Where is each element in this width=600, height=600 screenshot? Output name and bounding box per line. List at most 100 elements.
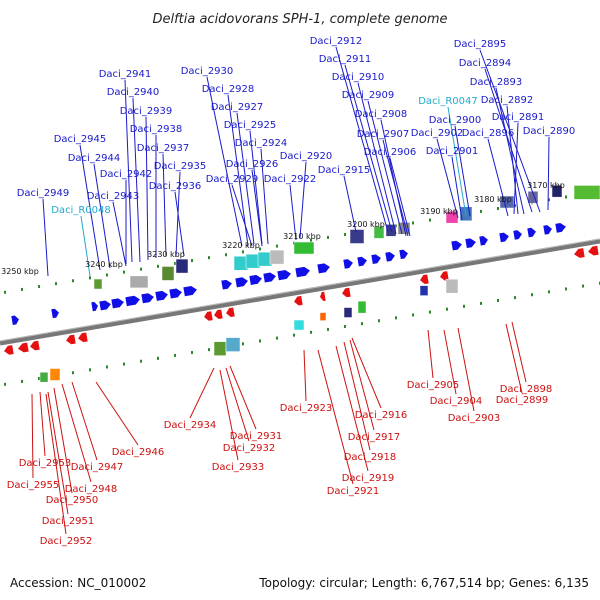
annotation-block — [527, 190, 539, 204]
forward-gene — [357, 256, 367, 267]
gene-label-bottom: Daci_2918 — [344, 452, 397, 463]
leader-line — [249, 130, 263, 245]
leader-line — [219, 369, 239, 461]
annotation-block — [49, 368, 61, 381]
tick-mark — [463, 304, 465, 308]
scale-label: 3240 kbp — [85, 260, 123, 269]
tick-mark — [242, 342, 244, 346]
forward-gene — [499, 232, 509, 243]
leader-line — [380, 119, 407, 237]
label-leaders — [31, 46, 550, 535]
forward-gene — [277, 270, 291, 281]
annotation-block — [39, 371, 49, 383]
gene-label-top: Daci_2891 — [492, 112, 545, 123]
tick-mark — [565, 195, 567, 199]
tick-mark — [4, 382, 6, 386]
annotation-block — [129, 275, 149, 289]
annotation-block — [349, 229, 365, 244]
forward-gene — [465, 238, 476, 249]
reverse-gene — [78, 332, 88, 343]
tick-mark — [157, 264, 159, 268]
gene-label-top: Daci_2910 — [332, 72, 385, 83]
forward-gene — [263, 272, 276, 283]
leader-line — [42, 198, 49, 277]
annotation-block — [225, 337, 241, 352]
reverse-gene — [440, 271, 449, 281]
gene-label-top: Daci_2890 — [523, 126, 576, 137]
tick-mark — [378, 319, 380, 323]
leader-line — [487, 138, 509, 217]
leader-line — [289, 184, 297, 241]
tick-mark — [514, 204, 516, 208]
tick-mark — [361, 322, 363, 326]
forward-gene — [11, 315, 19, 325]
annotation-block — [293, 319, 305, 331]
gene-label-top: Daci_2944 — [68, 153, 121, 164]
gene-label-top: Daci_2939 — [120, 106, 173, 117]
tick-mark — [242, 250, 244, 254]
forward-gene — [91, 301, 98, 312]
forward-gene — [527, 227, 536, 238]
leader-line — [357, 82, 397, 235]
genome-summary: Topology: circular; Length: 6,767,514 bp… — [258, 576, 589, 590]
tick-mark — [446, 307, 448, 311]
gene-label-top: Daci_R0048 — [51, 205, 111, 216]
leader-line — [351, 337, 382, 409]
leader-line — [145, 116, 149, 261]
leader-line — [335, 345, 369, 472]
gene-label-top: Daci_2907 — [357, 129, 410, 140]
gene-label-bottom: Daci_2919 — [342, 473, 395, 484]
forward-gene — [51, 308, 59, 319]
scale-label: 3220 kbp — [222, 241, 260, 250]
reverse-gene — [30, 340, 40, 351]
gene-label-top: Daci_2949 — [17, 188, 70, 199]
gene-label-bottom: Daci_2917 — [348, 432, 401, 443]
annotation-block — [343, 307, 353, 318]
leader-line — [225, 367, 250, 442]
gene-label-bottom: Daci_2932 — [223, 443, 276, 454]
gene-label-bottom: Daci_2953 — [19, 458, 72, 469]
gene-label-bottom: Daci_2898 — [500, 384, 553, 395]
leader-line — [511, 321, 527, 383]
forward-gene — [183, 286, 197, 297]
leader-line — [443, 329, 457, 395]
leader-line — [303, 349, 307, 402]
leader-line — [71, 381, 98, 461]
tick-mark — [123, 270, 125, 274]
tick-mark — [565, 287, 567, 291]
gene-label-top: Daci_2943 — [87, 191, 140, 202]
gene-label-top: Daci_2941 — [99, 69, 152, 80]
gene-label-bottom: Daci_2934 — [164, 420, 217, 431]
tick-mark — [259, 247, 261, 251]
gene-label-top: Daci_R0047 — [418, 96, 478, 107]
leader-line — [427, 329, 434, 379]
annotation-block — [445, 278, 459, 294]
leader-line — [231, 184, 253, 247]
tick-mark — [174, 353, 176, 357]
scale-label: 3200 kbp — [347, 220, 385, 229]
forward-gene — [317, 263, 330, 274]
tick-mark — [480, 209, 482, 213]
gene-label-bottom: Daci_2916 — [355, 410, 408, 421]
leader-line — [335, 46, 389, 233]
forward-gene — [221, 279, 232, 290]
leader-line — [39, 391, 46, 457]
leader-line — [389, 157, 411, 237]
leader-line — [189, 367, 215, 419]
scale-label: 3250 kbp — [1, 267, 39, 276]
gene-label-bottom: Daci_2952 — [40, 536, 93, 547]
scale-label: 3210 kbp — [283, 232, 321, 241]
forward-gene — [555, 223, 566, 233]
tick-mark — [4, 290, 6, 294]
tick-mark — [412, 313, 414, 317]
gene-label-bottom: Daci_2904 — [430, 396, 483, 407]
leader-line — [112, 201, 127, 267]
gene-label-bottom: Daci_2948 — [65, 484, 118, 495]
leader-line — [260, 148, 269, 245]
leader-line — [457, 327, 475, 412]
gene-label-bottom: Daci_2903 — [448, 413, 501, 424]
gene-label-top: Daci_2936 — [149, 181, 202, 192]
gene-label-top: Daci_2937 — [137, 143, 190, 154]
gene-label-top: Daci_2926 — [226, 159, 279, 170]
